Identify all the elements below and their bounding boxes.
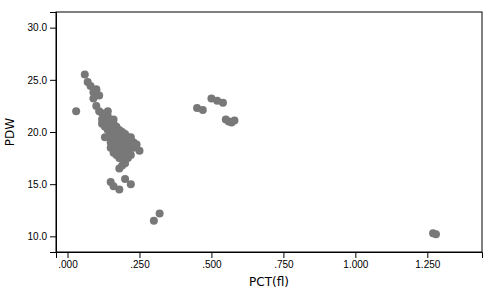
tick-label: .750 (274, 259, 294, 270)
point (135, 147, 143, 155)
tick-mark (50, 236, 56, 237)
tick: 15.0 (28, 179, 56, 190)
point (121, 175, 129, 183)
point (219, 99, 227, 107)
tick-label: .500 (202, 259, 222, 270)
tick-label: 30.0 (28, 22, 48, 33)
tick-mark (68, 252, 69, 258)
tick-mark (427, 252, 428, 258)
tick-mark (211, 252, 212, 258)
tick: .750 (274, 252, 294, 270)
tick-label: .250 (130, 259, 150, 270)
point (230, 117, 238, 125)
tick: .250 (130, 252, 150, 270)
tick-mark (50, 132, 56, 133)
point (150, 217, 158, 225)
plot-frame (56, 12, 482, 252)
tick-label: 10.0 (28, 231, 48, 242)
point (127, 151, 135, 159)
point (127, 133, 135, 141)
tick-label: 15.0 (28, 179, 48, 190)
point (199, 106, 207, 114)
point (95, 91, 103, 99)
point (156, 209, 164, 217)
chart: .000 .250 .500 .750 1.000 1.250 10.0 15.0 20.0 25… (0, 0, 500, 294)
tick: 20.0 (28, 127, 56, 138)
axis-line (50, 13, 57, 253)
point (72, 107, 80, 115)
tick: 25.0 (28, 75, 56, 86)
tick: 10.0 (28, 231, 56, 242)
point (115, 185, 123, 193)
tick: .000 (58, 252, 78, 270)
axis-line (57, 253, 483, 259)
x-axis: .000 .250 .500 .750 1.000 1.250 (57, 252, 483, 270)
tick-label: 1.250 (415, 259, 440, 270)
tick-mark (50, 28, 56, 29)
tick: 1.250 (415, 252, 440, 270)
tick-mark (50, 80, 56, 81)
y-axis-title: PDW (3, 118, 17, 146)
y-axis: 10.0 15.0 20.0 25.0 30.0 (28, 13, 57, 253)
tick-mark (50, 184, 56, 185)
tick-label: 20.0 (28, 127, 48, 138)
x-axis-title: PCT(fl) (249, 275, 289, 289)
point (432, 230, 440, 238)
tick: .500 (202, 252, 222, 270)
tick-label: 1.000 (343, 259, 368, 270)
point (81, 71, 89, 79)
tick-label: .000 (58, 259, 78, 270)
tick: 1.000 (343, 252, 368, 270)
tick-label: 25.0 (28, 75, 48, 86)
points (72, 71, 440, 239)
tick-mark (283, 252, 284, 258)
plot: .000 .250 .500 .750 1.000 1.250 10.0 15.0 20.0 25… (28, 12, 483, 270)
tick-mark (139, 252, 140, 258)
tick-mark (355, 252, 356, 258)
tick: 30.0 (28, 22, 56, 33)
